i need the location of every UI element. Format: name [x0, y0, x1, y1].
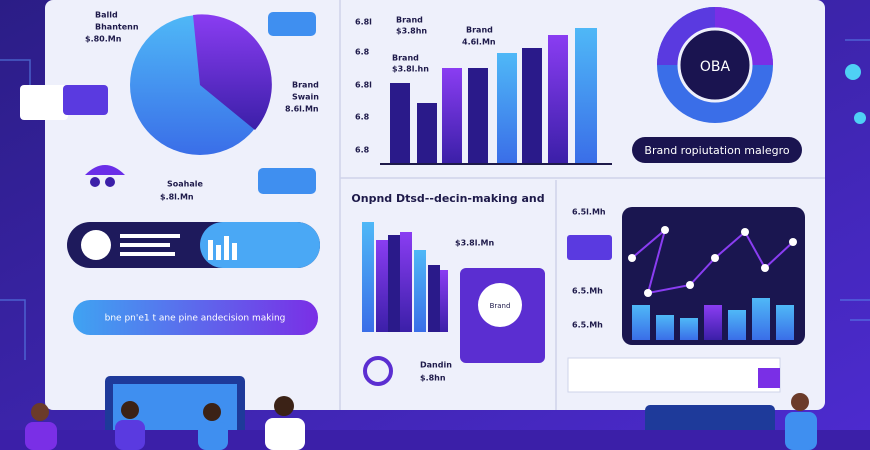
avatar — [81, 230, 111, 260]
pill-label: Brand ropiutation malegro — [644, 144, 789, 157]
label: Soahale — [167, 180, 203, 189]
label: $.80.Mn — [85, 35, 122, 44]
bubble — [63, 85, 108, 115]
label: $3.8l.Mn — [455, 239, 494, 248]
mini-bars — [208, 236, 237, 260]
bar — [522, 48, 542, 163]
axis-label: 6.8l — [355, 81, 372, 90]
label: 4.6l.Mn — [462, 38, 496, 47]
network-bars — [632, 298, 794, 340]
bubble — [20, 85, 68, 120]
bubble — [258, 168, 316, 194]
decor-dot — [845, 64, 861, 80]
label: $3.8hn — [396, 27, 427, 36]
label: 6.5.Mh — [572, 287, 603, 296]
label: 8.6l.Mn — [285, 105, 319, 114]
network-line — [631, 227, 794, 295]
input-bar — [567, 357, 781, 393]
label: Dandin — [420, 361, 452, 370]
bar — [468, 68, 488, 163]
label: Brand — [392, 54, 419, 63]
label: 6.5l.Mh — [572, 208, 606, 217]
bar — [497, 53, 517, 163]
axis-label: 6.8 — [355, 48, 370, 57]
icon — [105, 177, 115, 187]
label: Brand — [292, 81, 319, 90]
network-nodes — [628, 226, 797, 297]
pill — [632, 137, 802, 163]
axis-label: 6.8 — [355, 113, 370, 122]
label: Swain — [292, 93, 319, 102]
pie-slice — [193, 14, 272, 130]
donut-label: OBA — [700, 59, 731, 75]
label: $.8l.Mn — [160, 193, 194, 202]
button-label[interactable]: bne pn'e1 t ane pine andecision making — [105, 314, 286, 324]
icon — [85, 165, 125, 175]
label: Brand — [466, 26, 493, 35]
bar — [390, 83, 410, 163]
text-lines — [120, 234, 180, 256]
bar — [417, 103, 437, 163]
label: $.8hn — [420, 374, 446, 383]
label: Brand — [396, 16, 423, 25]
bar — [575, 28, 597, 163]
input-square — [758, 368, 780, 388]
blue-pill — [200, 222, 320, 268]
bar — [548, 35, 568, 163]
bar-chart — [380, 28, 612, 165]
card-label: Brand — [490, 302, 511, 310]
panel-dividers — [339, 0, 825, 410]
decor-dot — [854, 112, 866, 124]
cluster-bars — [362, 222, 448, 332]
bubble — [567, 235, 612, 260]
button[interactable] — [73, 300, 318, 335]
bubble — [268, 12, 316, 36]
label: $3.8l.hn — [392, 65, 429, 74]
axis-label: 6.8l — [355, 18, 372, 27]
card-circle — [478, 283, 522, 327]
axis-label: 6.8 — [355, 146, 370, 155]
label: Balld — [95, 11, 118, 20]
icon — [90, 177, 100, 187]
label: Bhantenn — [95, 23, 139, 32]
donut-hole — [677, 27, 753, 103]
people — [25, 393, 817, 450]
label: 6.5.Mh — [572, 321, 603, 330]
section-title: Onpnd Dtsd--decin-making and — [351, 192, 544, 205]
bar — [442, 68, 462, 163]
ring — [363, 356, 393, 386]
